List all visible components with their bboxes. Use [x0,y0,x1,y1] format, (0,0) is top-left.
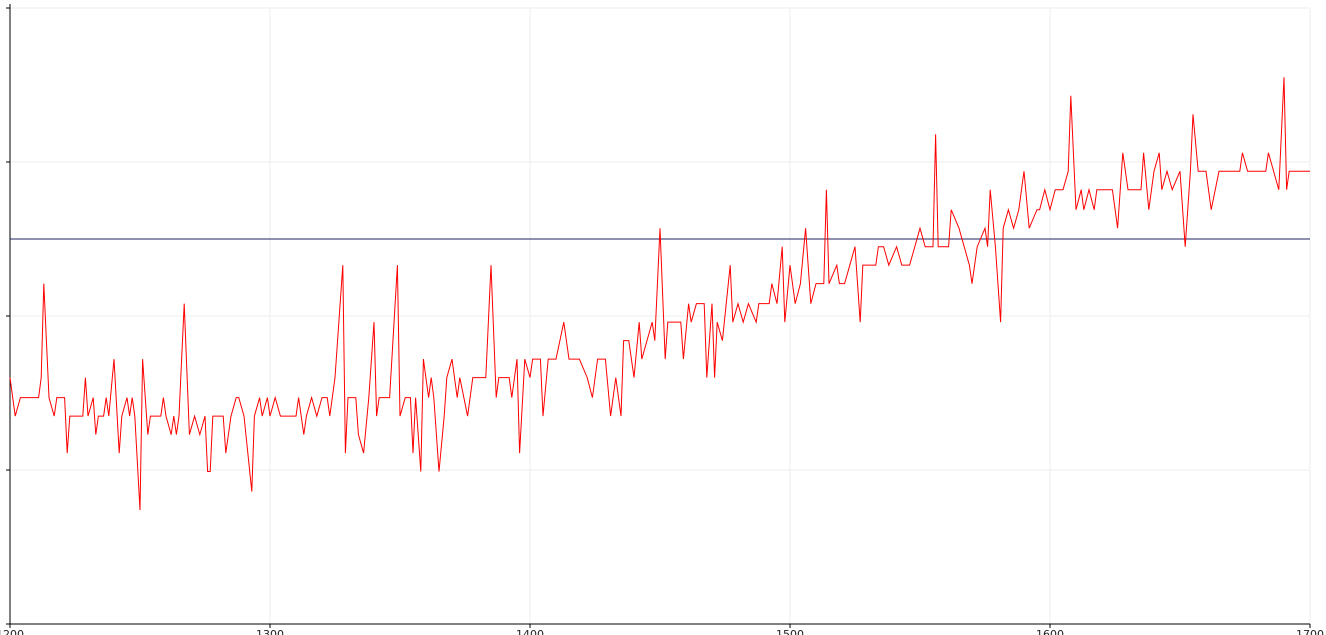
x-tick-label: 1600 [1036,628,1064,635]
x-tick-label: 1400 [516,628,544,635]
data-line [9,77,1310,511]
x-tick-label: 1500 [776,628,804,635]
x-tick-label: 1200 [0,628,24,635]
x-tick-label: 1700 [1296,628,1324,635]
x-tick-label: 1300 [256,628,284,635]
